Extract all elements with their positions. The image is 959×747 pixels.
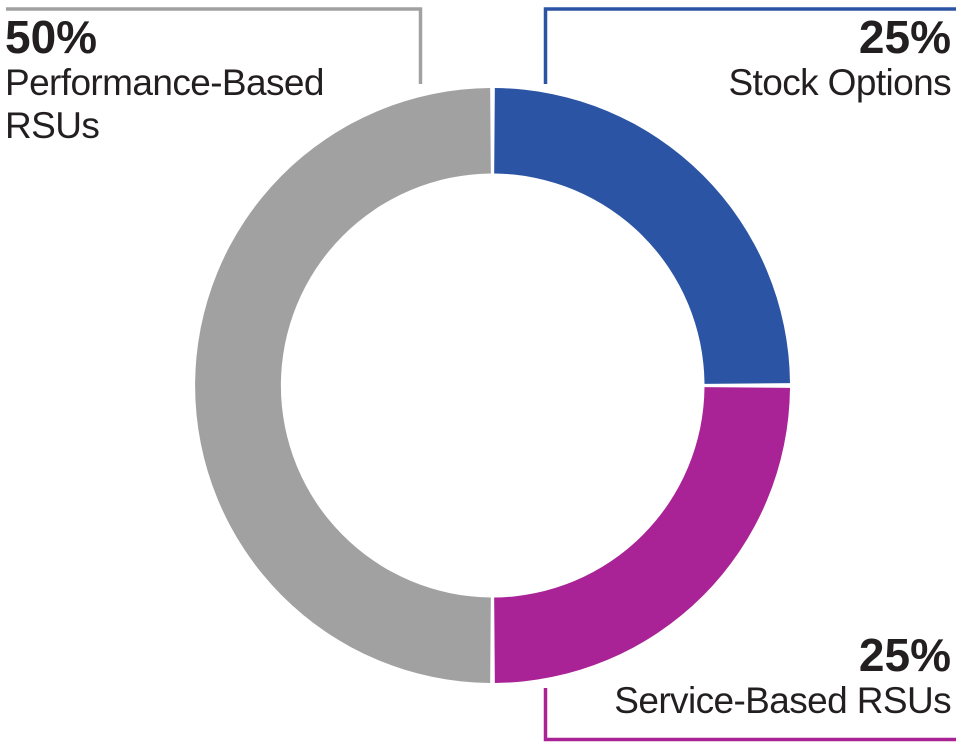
- leader-line-stock-options: [543, 7, 956, 84]
- segment-label-line: RSUs: [5, 105, 100, 146]
- segment-performance-based-rsus: [195, 88, 491, 683]
- percent-label: 50%: [5, 11, 98, 63]
- percent-label: 25%: [858, 11, 951, 63]
- leader-line-service-based-rsus: [543, 688, 956, 742]
- leader-line-performance-based-rsus: [6, 7, 423, 84]
- segment-service-based-rsus: [494, 387, 790, 683]
- segment-label-line: Service-Based RSUs: [614, 680, 951, 721]
- percent-label: 25%: [858, 629, 951, 681]
- segment-label-line: Stock Options: [728, 62, 951, 103]
- callout-performance-based-rsus: 50% Performance-Based RSUs: [5, 13, 324, 147]
- segment-label-line: Performance-Based: [5, 62, 324, 103]
- segment-stock-options: [494, 88, 790, 384]
- callout-service-based-rsus: 25% Service-Based RSUs: [614, 631, 951, 722]
- callout-stock-options: 25% Stock Options: [728, 13, 951, 104]
